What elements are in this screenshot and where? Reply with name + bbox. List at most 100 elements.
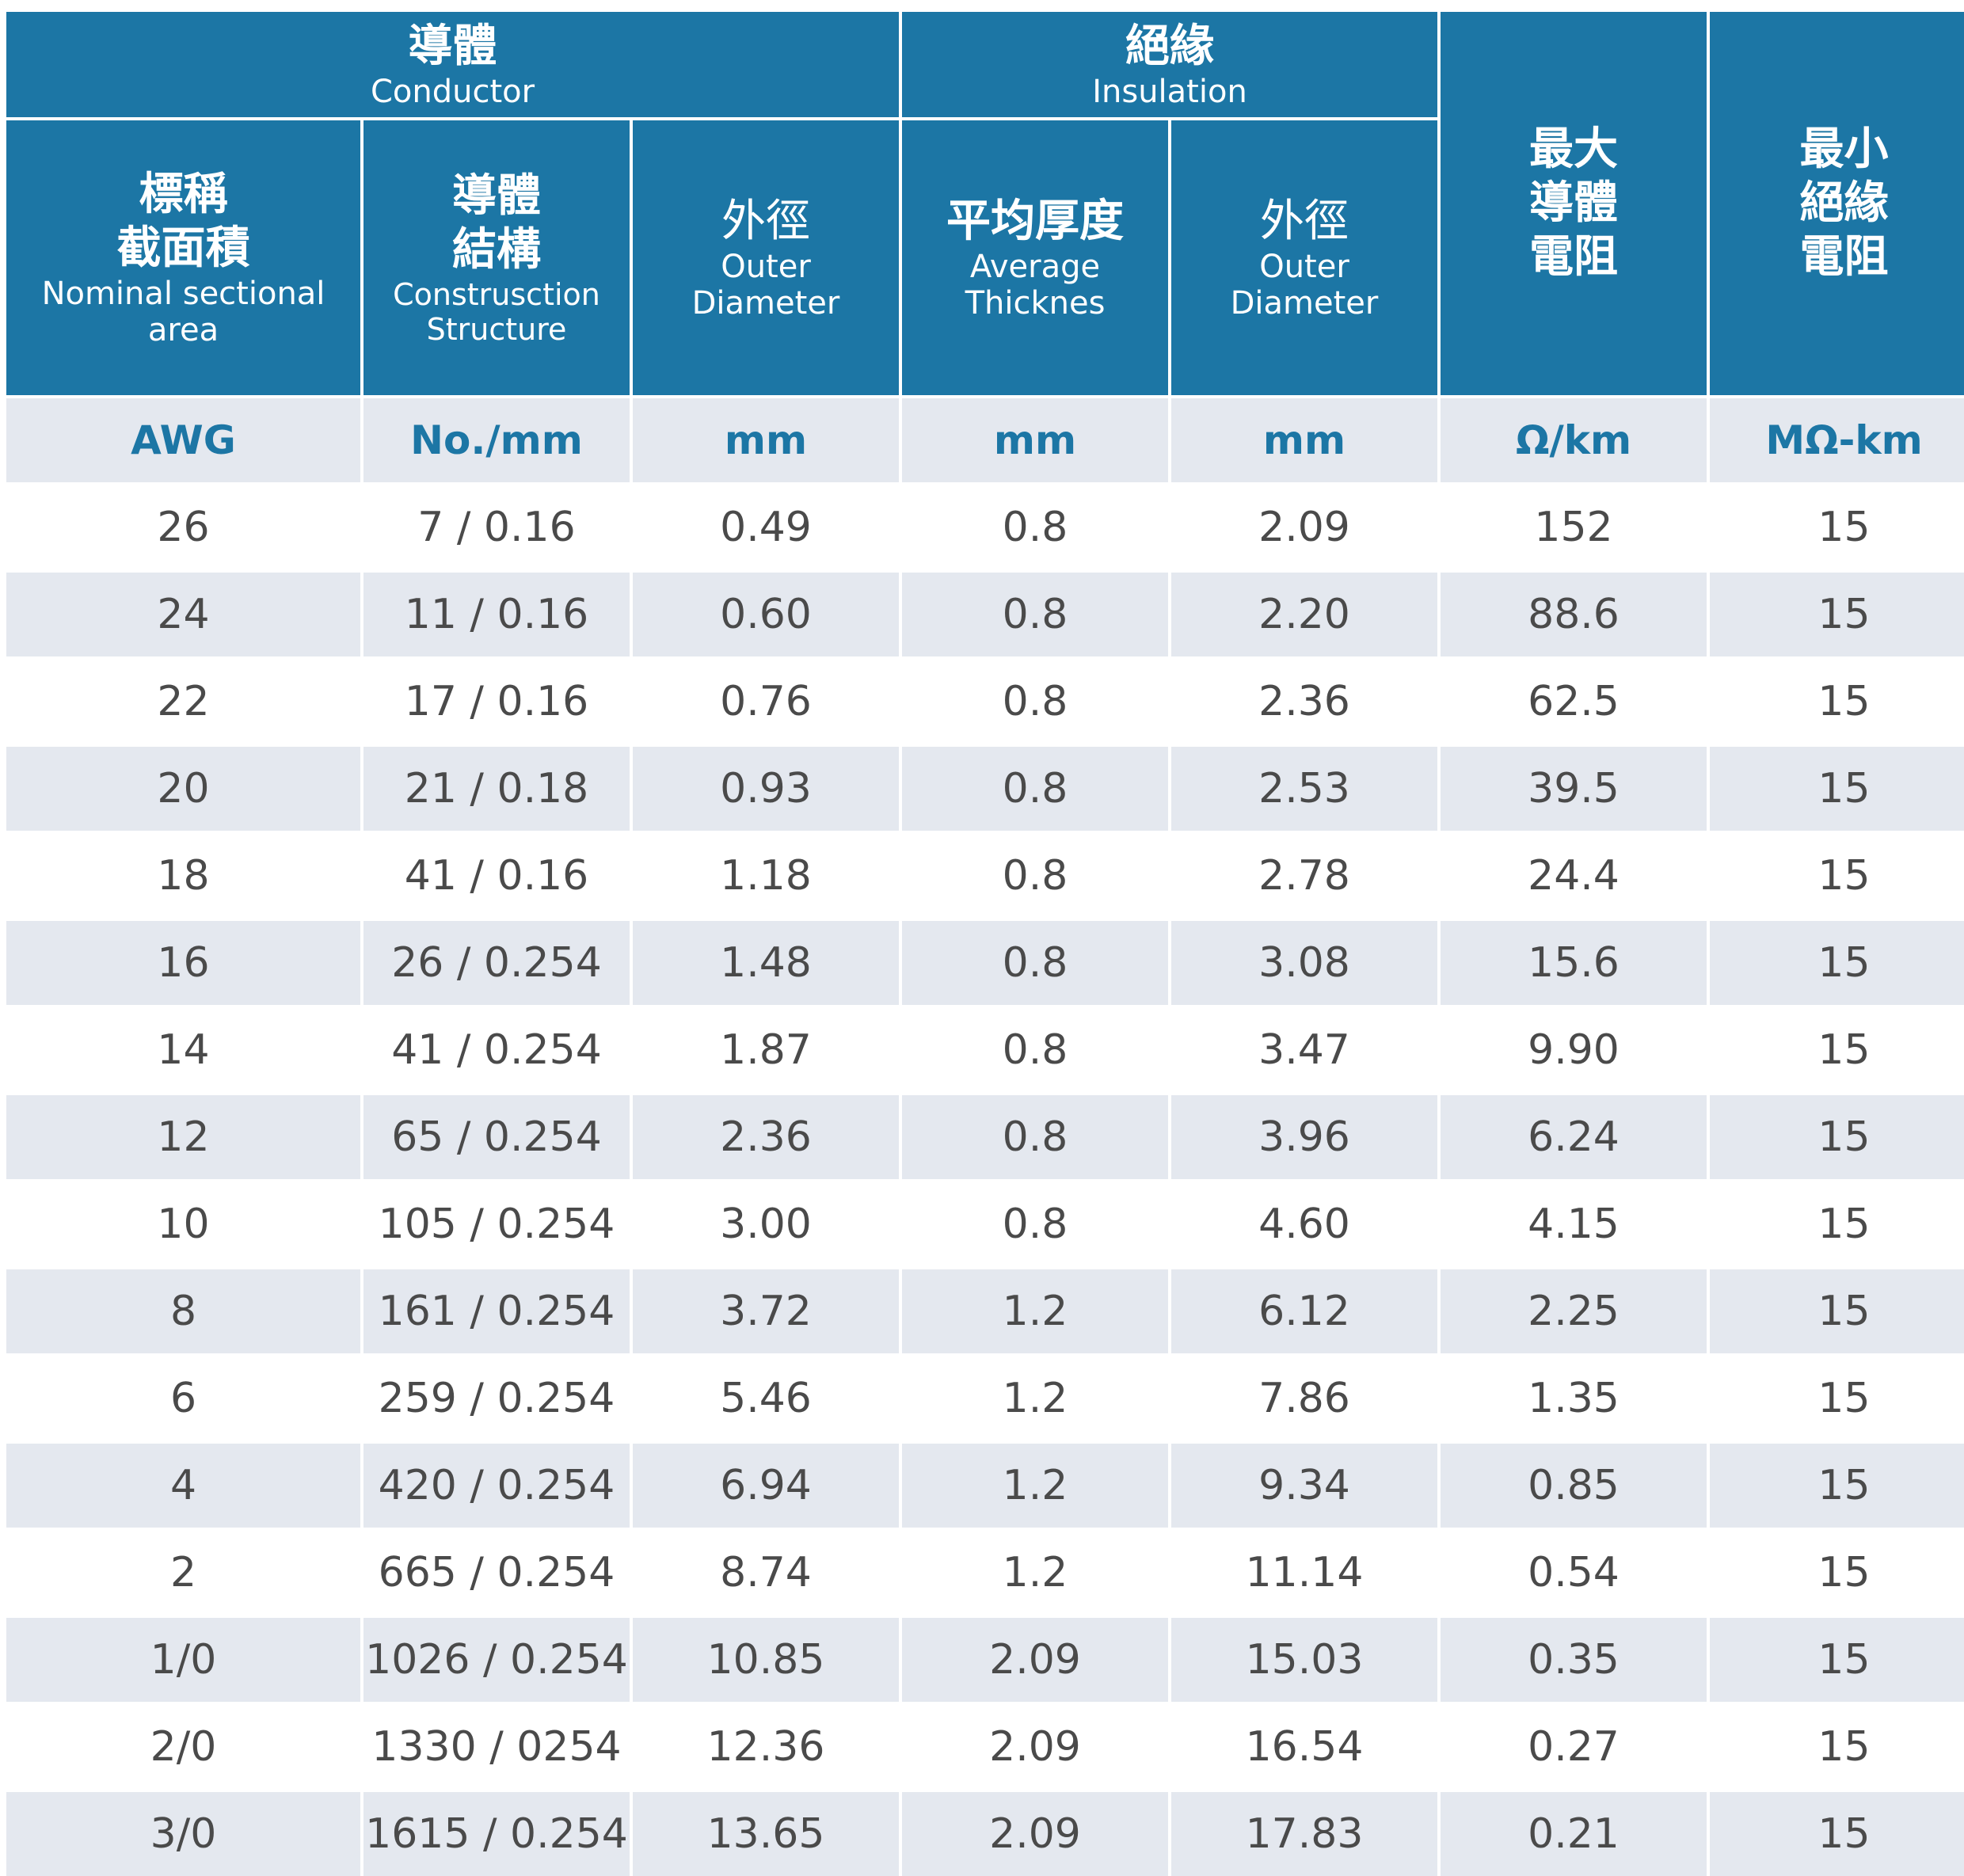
- table-cell-awg: 10: [6, 1182, 360, 1266]
- insulation-group-zh: 絕緣: [1125, 20, 1214, 72]
- table-cell-avg-thickness: 2.09: [902, 1792, 1168, 1876]
- table-cell-min-insulation-resistance: 15: [1710, 1269, 1964, 1353]
- col-header-en-line: Structure: [426, 311, 567, 347]
- table-cell-awg: 20: [6, 747, 360, 831]
- col-header-insulation-outer-diameter: 外徑 Outer Diameter: [1171, 120, 1437, 395]
- table-cell-insulation-od: 4.60: [1171, 1182, 1437, 1266]
- insulation-group-header: 絕緣 Insulation: [902, 12, 1437, 117]
- col-header-nominal-area: 標稱 截面積 Nominal sectional area: [6, 120, 360, 395]
- table-cell-construction: 17 / 0.16: [363, 660, 630, 744]
- conductor-group-en: Conductor: [370, 73, 535, 110]
- table-cell-max-resistance: 15.6: [1441, 921, 1707, 1005]
- table-cell-construction: 7 / 0.16: [363, 485, 630, 569]
- col-header-en-line: Construsction: [393, 276, 600, 312]
- col-header-en-line: Outer: [721, 248, 811, 285]
- table-cell-max-resistance: 2.25: [1441, 1269, 1707, 1353]
- table-cell-insulation-od: 3.47: [1171, 1008, 1437, 1092]
- table-cell-conductor-od: 13.65: [633, 1792, 899, 1876]
- table-cell-construction: 26 / 0.254: [363, 921, 630, 1005]
- table-cell-max-resistance: 4.15: [1441, 1182, 1707, 1266]
- table-cell-awg: 4: [6, 1444, 360, 1528]
- table-cell-awg: 8: [6, 1269, 360, 1353]
- table-cell-awg: 26: [6, 485, 360, 569]
- col-header-zh-line: 電阻: [1529, 231, 1618, 283]
- table-cell-awg: 16: [6, 921, 360, 1005]
- table-cell-avg-thickness: 0.8: [902, 660, 1168, 744]
- table-cell-insulation-od: 2.09: [1171, 485, 1437, 569]
- table-cell-insulation-od: 9.34: [1171, 1444, 1437, 1528]
- unit-cell: mm: [1171, 398, 1437, 482]
- table-cell-awg: 1/0: [6, 1618, 360, 1702]
- table-cell-min-insulation-resistance: 15: [1710, 1357, 1964, 1440]
- table-cell-construction: 1026 / 0.254: [363, 1618, 630, 1702]
- table-cell-avg-thickness: 1.2: [902, 1531, 1168, 1615]
- col-header-average-thickness: 平均厚度 Average Thicknes: [902, 120, 1168, 395]
- table-cell-insulation-od: 6.12: [1171, 1269, 1437, 1353]
- col-header-en-line: Diameter: [691, 284, 840, 322]
- table-cell-insulation-od: 3.08: [1171, 921, 1437, 1005]
- table-cell-awg: 2/0: [6, 1705, 360, 1789]
- table-cell-insulation-od: 15.03: [1171, 1618, 1437, 1702]
- table-cell-max-resistance: 62.5: [1441, 660, 1707, 744]
- wire-spec-table: 導體 Conductor 絕緣 Insulation 標稱 截面積 Nomina…: [6, 12, 1964, 1876]
- table-cell-avg-thickness: 0.8: [902, 1008, 1168, 1092]
- table-cell-conductor-od: 2.36: [633, 1095, 899, 1179]
- unit-cell: AWG: [6, 398, 360, 482]
- table-cell-min-insulation-resistance: 15: [1710, 1705, 1964, 1789]
- table-cell-insulation-od: 2.36: [1171, 660, 1437, 744]
- unit-cell: mm: [902, 398, 1168, 482]
- table-cell-conductor-od: 8.74: [633, 1531, 899, 1615]
- table-cell-avg-thickness: 0.8: [902, 834, 1168, 918]
- table-cell-min-insulation-resistance: 15: [1710, 485, 1964, 569]
- insulation-group-en: Insulation: [1092, 73, 1247, 110]
- table-cell-min-insulation-resistance: 15: [1710, 573, 1964, 656]
- table-cell-avg-thickness: 0.8: [902, 747, 1168, 831]
- col-header-max-conductor-resistance: 最大 導體 電阻: [1441, 12, 1707, 395]
- col-header-zh-line: 外徑: [1260, 195, 1349, 247]
- col-header-zh-line: 截面積: [116, 222, 250, 274]
- table-cell-construction: 41 / 0.254: [363, 1008, 630, 1092]
- col-header-en-line: Nominal sectional: [41, 275, 325, 312]
- col-header-en-line: Diameter: [1230, 284, 1379, 322]
- table-cell-min-insulation-resistance: 15: [1710, 747, 1964, 831]
- conductor-group-header: 導體 Conductor: [6, 12, 899, 117]
- table-cell-insulation-od: 2.78: [1171, 834, 1437, 918]
- table-cell-construction: 665 / 0.254: [363, 1531, 630, 1615]
- col-header-construction: 導體 結構 Construsction Structure: [363, 120, 630, 395]
- table-cell-max-resistance: 0.54: [1441, 1531, 1707, 1615]
- table-cell-conductor-od: 6.94: [633, 1444, 899, 1528]
- table-cell-max-resistance: 24.4: [1441, 834, 1707, 918]
- col-header-zh-line: 最小: [1799, 124, 1889, 175]
- col-header-zh-line: 結構: [452, 223, 541, 276]
- table-cell-avg-thickness: 2.09: [902, 1618, 1168, 1702]
- col-header-en-line: Outer: [1259, 248, 1349, 285]
- table-cell-awg: 6: [6, 1357, 360, 1440]
- table-cell-avg-thickness: 1.2: [902, 1357, 1168, 1440]
- table-cell-awg: 3/0: [6, 1792, 360, 1876]
- table-cell-avg-thickness: 0.8: [902, 573, 1168, 656]
- table-cell-awg: 14: [6, 1008, 360, 1092]
- table-cell-conductor-od: 3.00: [633, 1182, 899, 1266]
- table-cell-avg-thickness: 0.8: [902, 485, 1168, 569]
- table-cell-avg-thickness: 2.09: [902, 1705, 1168, 1789]
- col-header-min-insulation-resistance: 最小 絕緣 電阻: [1710, 12, 1964, 395]
- col-header-zh-line: 導體: [1529, 177, 1618, 229]
- table-cell-max-resistance: 39.5: [1441, 747, 1707, 831]
- table-cell-construction: 1330 / 0254: [363, 1705, 630, 1789]
- table-cell-insulation-od: 2.20: [1171, 573, 1437, 656]
- table-cell-avg-thickness: 0.8: [902, 1095, 1168, 1179]
- table-cell-awg: 12: [6, 1095, 360, 1179]
- table-cell-max-resistance: 9.90: [1441, 1008, 1707, 1092]
- table-cell-insulation-od: 7.86: [1171, 1357, 1437, 1440]
- table-cell-min-insulation-resistance: 15: [1710, 1444, 1964, 1528]
- unit-cell: mm: [633, 398, 899, 482]
- table-cell-conductor-od: 0.49: [633, 485, 899, 569]
- table-cell-conductor-od: 1.87: [633, 1008, 899, 1092]
- table-cell-min-insulation-resistance: 15: [1710, 660, 1964, 744]
- col-header-en-line: area: [147, 311, 219, 348]
- table-cell-conductor-od: 5.46: [633, 1357, 899, 1440]
- table-cell-conductor-od: 1.18: [633, 834, 899, 918]
- table-cell-min-insulation-resistance: 15: [1710, 1531, 1964, 1615]
- table-cell-insulation-od: 16.54: [1171, 1705, 1437, 1789]
- col-header-zh-line: 外徑: [721, 195, 810, 247]
